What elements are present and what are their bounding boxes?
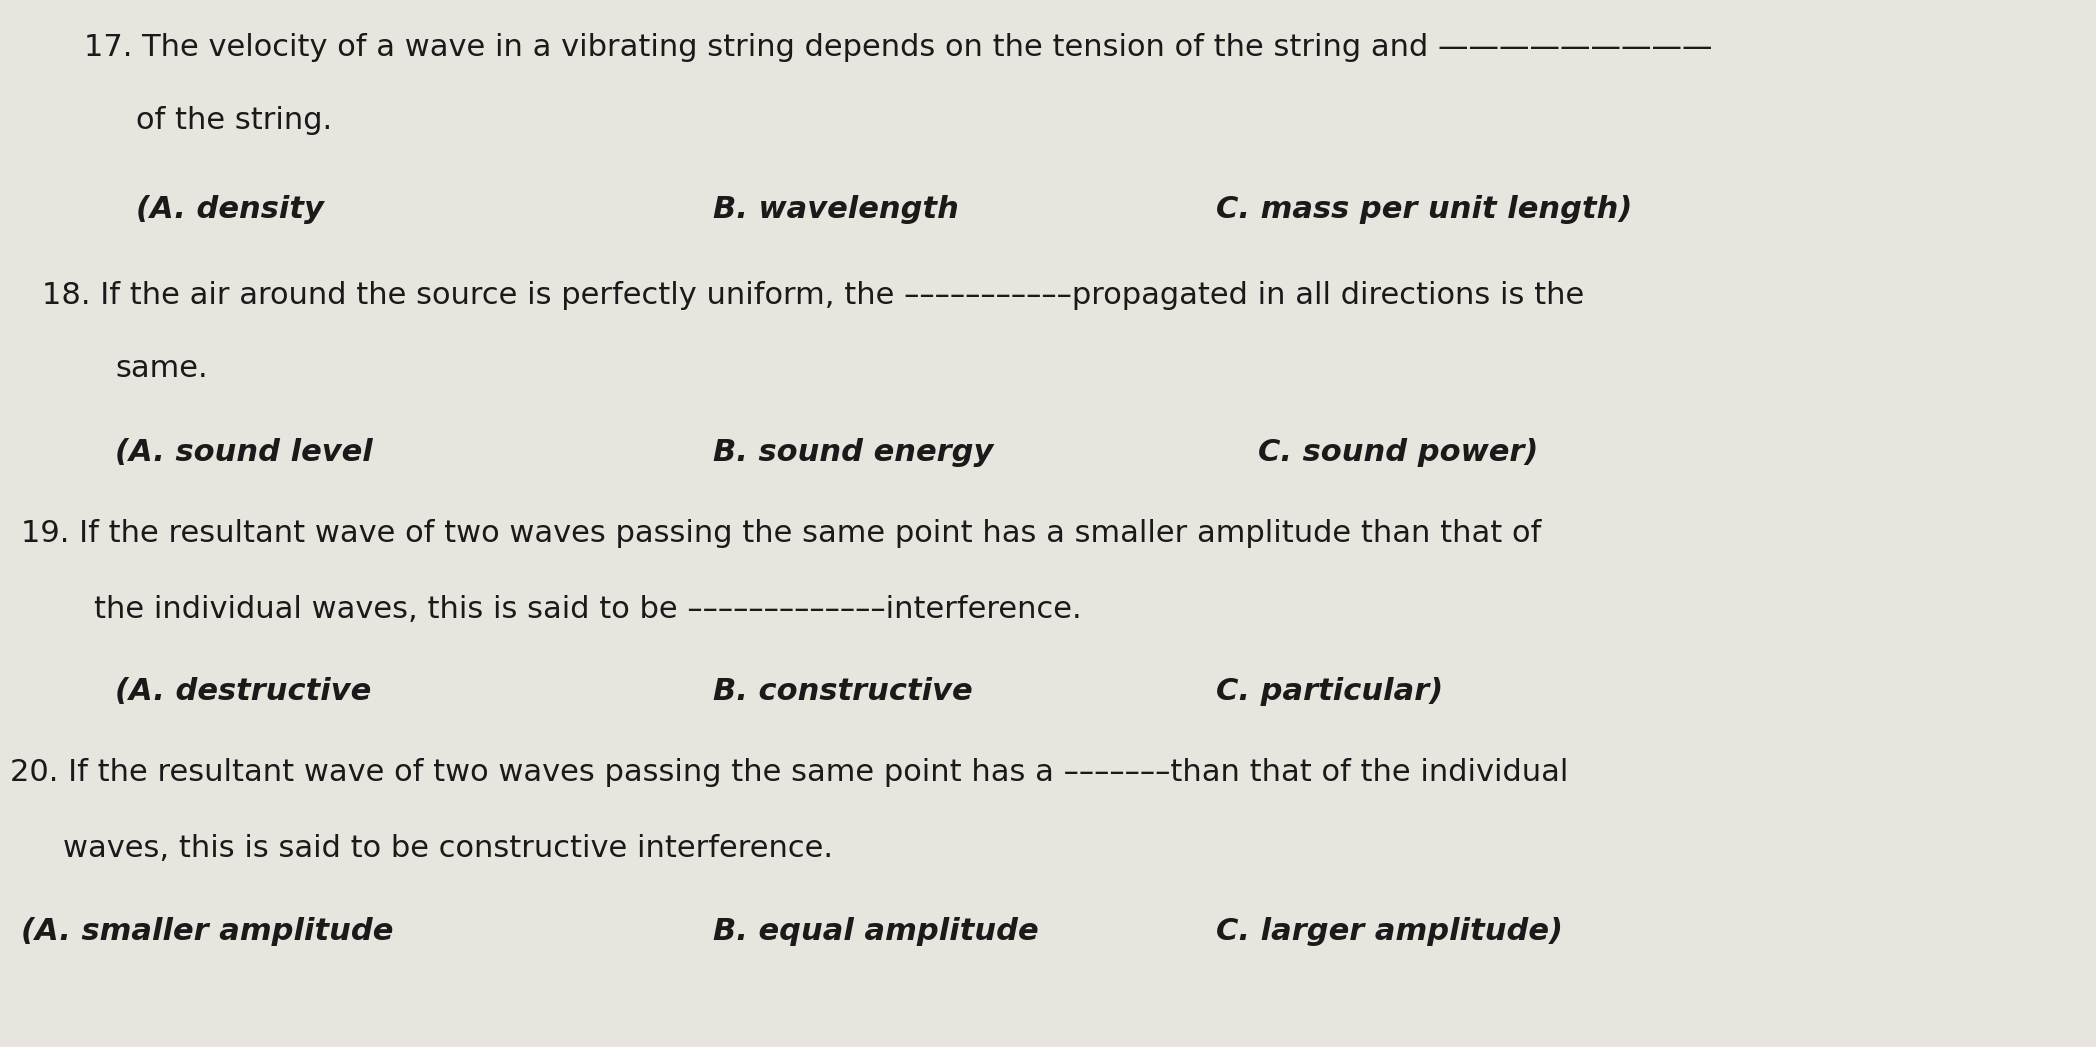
Text: (A. density: (A. density — [136, 195, 325, 224]
Text: B. equal amplitude: B. equal amplitude — [713, 917, 1038, 946]
Text: same.: same. — [115, 354, 208, 383]
Text: (A. smaller amplitude: (A. smaller amplitude — [21, 917, 394, 946]
Text: 19. If the resultant wave of two waves passing the same point has a smaller ampl: 19. If the resultant wave of two waves p… — [21, 519, 1541, 549]
Text: C. sound power): C. sound power) — [1258, 438, 1538, 467]
Text: C. particular): C. particular) — [1216, 676, 1442, 706]
Text: the individual waves, this is said to be –––––––––––––interference.: the individual waves, this is said to be… — [94, 595, 1082, 624]
Text: (A. destructive: (A. destructive — [115, 676, 371, 706]
Text: of the string.: of the string. — [136, 106, 333, 135]
Text: B. wavelength: B. wavelength — [713, 195, 958, 224]
Text: 17. The velocity of a wave in a vibrating string depends on the tension of the s: 17. The velocity of a wave in a vibratin… — [84, 32, 1712, 62]
Text: B. constructive: B. constructive — [713, 676, 973, 706]
Text: C. mass per unit length): C. mass per unit length) — [1216, 195, 1633, 224]
Text: B. sound energy: B. sound energy — [713, 438, 994, 467]
Text: 18. If the air around the source is perfectly uniform, the –––––––––––propagated: 18. If the air around the source is perf… — [42, 281, 1585, 310]
Text: waves, this is said to be constructive interference.: waves, this is said to be constructive i… — [63, 833, 832, 863]
Text: (A. sound level: (A. sound level — [115, 438, 373, 467]
Text: 20. If the resultant wave of two waves passing the same point has a –––––––than : 20. If the resultant wave of two waves p… — [10, 758, 1568, 787]
Text: C. larger amplitude): C. larger amplitude) — [1216, 917, 1564, 946]
